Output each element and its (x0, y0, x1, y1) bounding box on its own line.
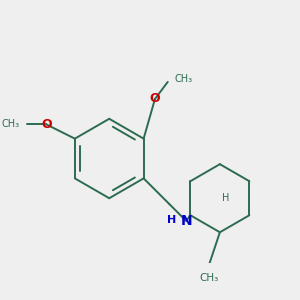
Text: O: O (41, 118, 52, 131)
Text: N: N (180, 214, 192, 228)
Text: CH₃: CH₃ (175, 74, 193, 84)
Text: H: H (222, 193, 229, 203)
Text: O: O (150, 92, 160, 105)
Text: H: H (167, 214, 177, 224)
Text: CH₃: CH₃ (2, 119, 20, 130)
Text: CH₃: CH₃ (199, 273, 218, 283)
